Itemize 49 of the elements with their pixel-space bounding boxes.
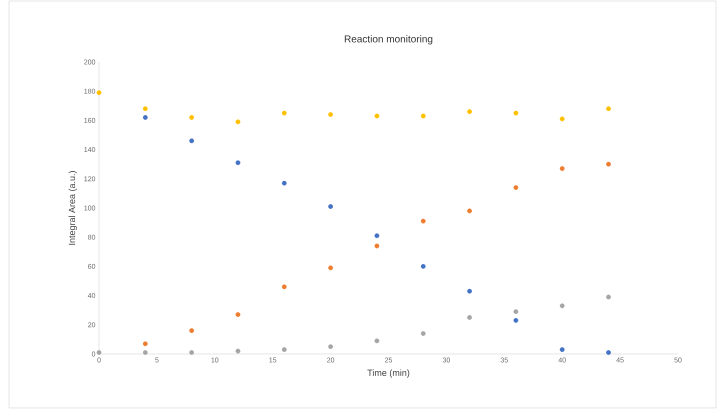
point xyxy=(328,344,334,350)
point xyxy=(560,116,565,122)
point xyxy=(328,265,334,270)
point xyxy=(560,347,565,352)
point xyxy=(189,115,194,120)
point xyxy=(513,185,518,190)
point xyxy=(328,204,334,209)
point xyxy=(96,90,102,96)
point xyxy=(560,303,565,308)
point xyxy=(236,312,240,317)
point xyxy=(236,348,240,354)
point xyxy=(374,244,380,248)
point xyxy=(420,331,426,336)
point xyxy=(142,115,148,120)
point xyxy=(606,294,611,300)
point xyxy=(374,114,380,118)
point xyxy=(142,341,148,346)
point xyxy=(606,350,611,355)
point xyxy=(374,233,380,238)
point xyxy=(467,315,472,320)
point xyxy=(467,109,472,114)
chart-title: Reaction monitoring xyxy=(344,35,432,44)
point xyxy=(513,318,518,323)
point xyxy=(606,106,611,112)
point xyxy=(189,138,194,144)
point xyxy=(236,160,240,166)
point xyxy=(282,180,287,186)
point xyxy=(606,162,611,167)
point xyxy=(420,264,426,269)
point xyxy=(467,288,472,294)
point xyxy=(467,208,472,214)
point xyxy=(420,218,426,224)
point xyxy=(374,338,380,344)
point xyxy=(142,350,148,355)
point xyxy=(236,119,240,124)
point xyxy=(96,350,102,355)
point xyxy=(189,328,194,334)
point xyxy=(328,112,334,117)
point xyxy=(282,347,287,352)
x-axis-title: Time (min) xyxy=(367,369,410,378)
point xyxy=(282,284,287,290)
point xyxy=(142,106,148,112)
point xyxy=(282,110,287,116)
point xyxy=(189,350,194,355)
point xyxy=(513,110,518,116)
y-axis-title: Integral Area (a.u.) xyxy=(68,171,77,245)
point xyxy=(560,166,565,171)
point xyxy=(420,114,426,118)
point xyxy=(513,309,518,314)
